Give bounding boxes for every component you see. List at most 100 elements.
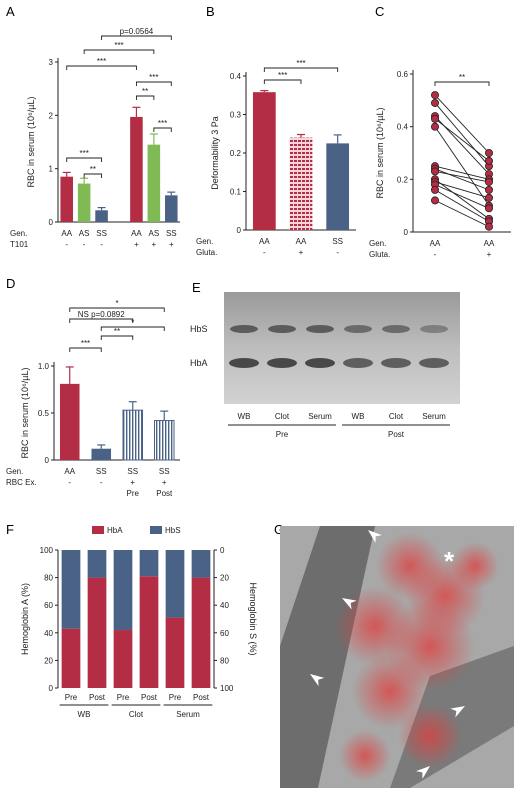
row-value: -	[336, 248, 339, 257]
row-value: AA	[430, 239, 441, 248]
y2-tick-label: 20	[220, 574, 229, 583]
x-tick-label: Pre	[169, 693, 182, 702]
panel-f: F 0 20 40 60 80 100 0 20 40 60 80 100 Hemoglobin A (%…	[0, 512, 270, 790]
bar	[122, 409, 144, 461]
y-tick-label: 0.3	[230, 111, 242, 120]
bar-hbs	[61, 550, 81, 629]
significance-label: ***	[149, 73, 158, 82]
row-value: Post	[156, 489, 173, 498]
row-value: -	[434, 250, 437, 259]
pair-line	[434, 199, 490, 228]
data-point	[485, 204, 494, 213]
rbc-signal	[352, 653, 428, 729]
bar-hba	[165, 617, 185, 688]
significance-label: *	[115, 299, 118, 308]
row-value: +	[169, 240, 174, 249]
data-point	[485, 148, 494, 157]
legend-swatch-hbs	[150, 526, 162, 534]
bar-hba	[87, 577, 107, 688]
panel-letter: G	[274, 522, 284, 537]
arrowhead-icon	[450, 706, 465, 718]
significance-bracket	[101, 35, 172, 40]
row-value: -	[68, 478, 71, 487]
significance-bracket	[434, 81, 490, 86]
y-tick-label: 40	[44, 629, 53, 638]
significance-label: ***	[81, 339, 90, 348]
pair-line	[434, 168, 490, 191]
y-tick-label: 100	[40, 546, 54, 555]
significance-label: NS p=0.0892	[78, 310, 125, 319]
bar	[165, 195, 178, 222]
y-tick-label: 0.4	[397, 123, 409, 132]
bar-hbs	[113, 550, 133, 631]
significance-bracket	[153, 127, 172, 132]
significance-bracket	[69, 347, 102, 352]
band-label: HbA	[190, 358, 208, 368]
significance-label: ***	[114, 41, 123, 50]
row-value: -	[83, 240, 86, 249]
hbs-band	[230, 325, 258, 333]
arrowhead-icon	[368, 530, 382, 543]
pair-line	[434, 118, 490, 162]
y-axis-title: RBC in serum (10⁶/µL)	[26, 97, 36, 188]
significance-bracket	[135, 95, 155, 100]
hba-band	[419, 358, 449, 368]
bar	[77, 183, 91, 222]
hbs-band	[268, 325, 296, 333]
chart-c: C 0 0.2 0.4 0.6 RBC in serum (10⁶/µL) Gen. AA AA…	[369, 4, 511, 259]
significance-label: **	[142, 87, 148, 96]
lane-label: Serum	[308, 412, 332, 421]
micrograph-image: G*	[274, 522, 514, 788]
hba-band	[381, 358, 411, 368]
row-value: AA	[131, 229, 142, 238]
pair-line	[434, 189, 490, 222]
rbc-signal	[398, 704, 462, 768]
significance-bracket	[83, 173, 103, 178]
row-value: SS	[96, 467, 107, 476]
row-value: AS	[149, 229, 160, 238]
lane-label: Clot	[389, 412, 404, 421]
bar	[153, 420, 175, 461]
panel-letter: D	[6, 276, 15, 291]
panel-c: C 0 0.2 0.4 0.6 RBC in serum (10⁶/µL) Gen. AA AA…	[365, 0, 520, 272]
row-value: SS	[159, 467, 170, 476]
pair-line	[434, 126, 490, 206]
significance-label: ***	[296, 59, 305, 68]
significance-bracket	[100, 335, 134, 340]
data-point	[431, 98, 440, 107]
group-label: WB	[78, 710, 91, 719]
row-label: Gen.	[196, 237, 213, 246]
row-value: +	[152, 240, 157, 249]
bar-hbs	[139, 550, 159, 577]
row-label: RBC Ex.	[6, 478, 37, 487]
row-value: AA	[296, 237, 307, 246]
pair-line	[434, 94, 490, 154]
significance-bracket	[263, 79, 302, 84]
bar-hbs	[165, 550, 185, 618]
gel-image: E HbS HbA WB Clot Serum WB Clot Serum Pre Post	[190, 280, 460, 439]
y-tick-label: 60	[44, 601, 53, 610]
significance-bracket	[135, 81, 172, 86]
row-value: +	[162, 478, 167, 487]
y-tick-label: 20	[44, 656, 53, 665]
y2-tick-label: 80	[220, 656, 229, 665]
data-point	[431, 185, 440, 194]
bar	[147, 144, 161, 222]
significance-label: p=0.0564	[120, 27, 154, 36]
lane-label: Serum	[422, 412, 446, 421]
bar	[289, 137, 313, 230]
row-label: T101	[10, 240, 29, 249]
y-tick-label: 0.2	[230, 149, 242, 158]
panel-letter: A	[6, 4, 15, 19]
y-tick-label: 1	[49, 165, 54, 174]
panel-g: G *	[270, 512, 520, 790]
y-tick-label: 0.4	[230, 72, 242, 81]
legend-label-hba: HbA	[107, 526, 123, 535]
significance-label: ***	[278, 71, 287, 80]
y-tick-label: 3	[49, 58, 54, 67]
y-axis-title: Deformability 3 Pa	[210, 116, 220, 190]
significance-label: **	[459, 73, 465, 82]
chart-a: A 0 1 2 3 RBC in serum (10⁶/µL) Gen. AA AS SS AA AS…	[6, 4, 180, 249]
significance-label: ***	[79, 149, 88, 158]
y-tick-label: 2	[49, 111, 54, 120]
